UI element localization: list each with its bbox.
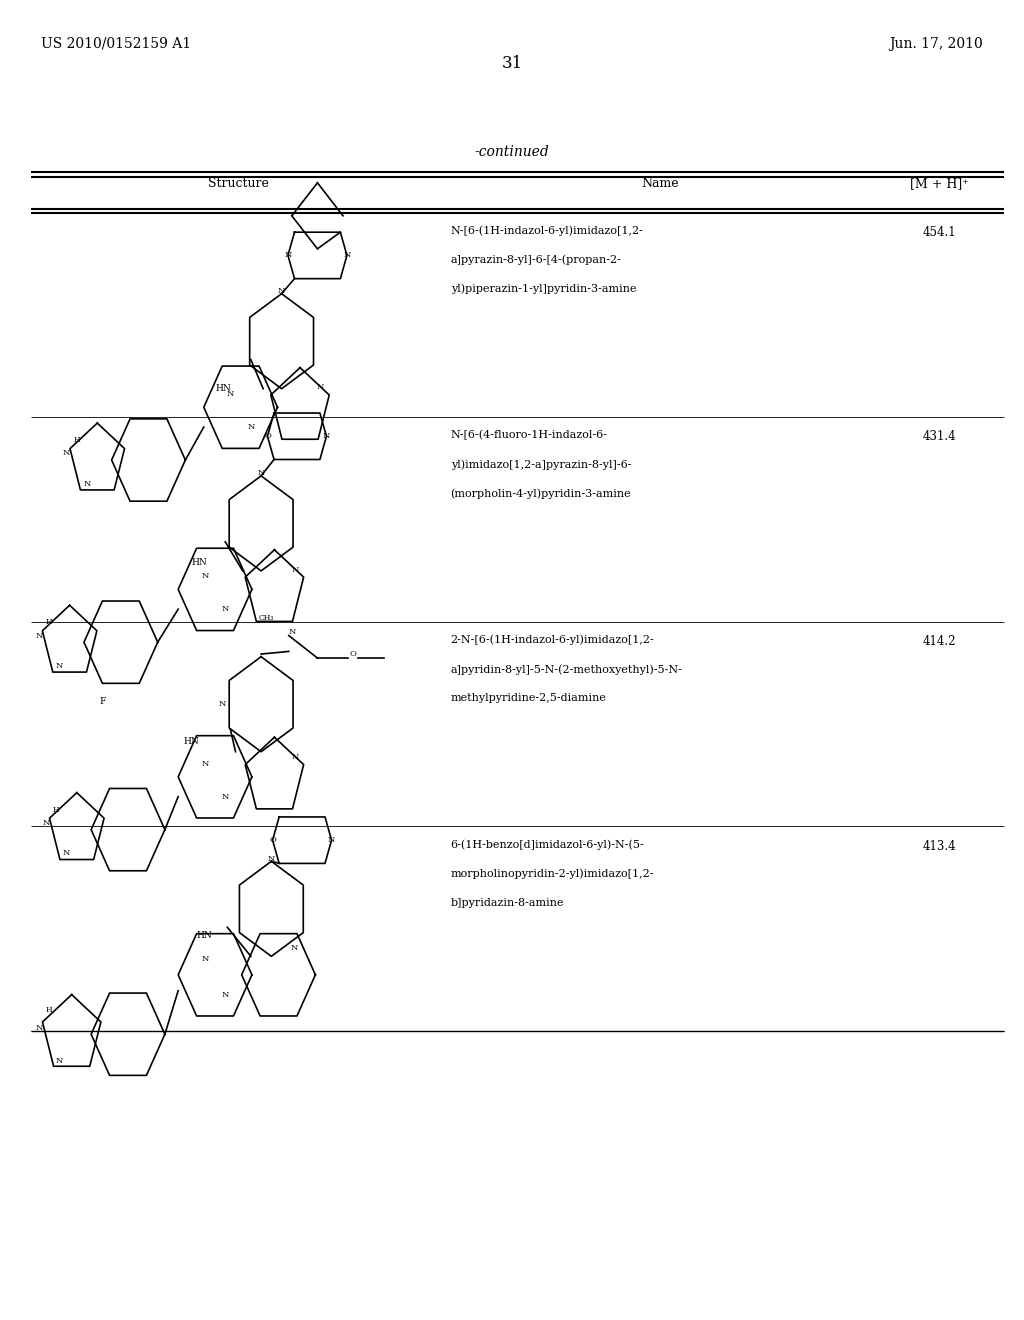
Text: 414.2: 414.2 bbox=[923, 635, 956, 648]
Text: N: N bbox=[291, 565, 299, 574]
Text: a]pyridin-8-yl]-5-N-(2-methoxyethyl)-5-N-: a]pyridin-8-yl]-5-N-(2-methoxyethyl)-5-N… bbox=[451, 664, 682, 675]
Text: O: O bbox=[350, 649, 356, 659]
Text: 413.4: 413.4 bbox=[923, 840, 956, 853]
Text: N: N bbox=[83, 479, 91, 488]
Text: 454.1: 454.1 bbox=[923, 226, 956, 239]
Text: N-[6-(1H-indazol-6-yl)imidazo[1,2-: N-[6-(1H-indazol-6-yl)imidazo[1,2- bbox=[451, 226, 643, 236]
Text: N: N bbox=[55, 1056, 63, 1065]
Text: yl)piperazin-1-yl]pyridin-3-amine: yl)piperazin-1-yl]pyridin-3-amine bbox=[451, 284, 636, 294]
Text: N: N bbox=[221, 792, 229, 801]
Text: 2-N-[6-(1H-indazol-6-yl)imidazo[1,2-: 2-N-[6-(1H-indazol-6-yl)imidazo[1,2- bbox=[451, 635, 654, 645]
Text: N: N bbox=[201, 954, 209, 964]
Text: Name: Name bbox=[642, 177, 679, 190]
Text: N: N bbox=[323, 432, 330, 441]
Text: N: N bbox=[257, 469, 265, 478]
Text: N: N bbox=[288, 627, 296, 636]
Text: methylpyridine-2,5-diamine: methylpyridine-2,5-diamine bbox=[451, 693, 606, 704]
Text: N: N bbox=[267, 854, 275, 863]
Text: N-[6-(4-fluoro-1H-indazol-6-: N-[6-(4-fluoro-1H-indazol-6- bbox=[451, 430, 607, 441]
Text: N: N bbox=[35, 1023, 43, 1032]
Text: 431.4: 431.4 bbox=[923, 430, 956, 444]
Text: N: N bbox=[291, 752, 299, 762]
Text: HN: HN bbox=[183, 737, 200, 746]
Text: HN: HN bbox=[191, 558, 208, 568]
Text: O: O bbox=[269, 836, 276, 845]
Text: H: H bbox=[46, 618, 52, 627]
Text: N: N bbox=[290, 944, 298, 953]
Text: F: F bbox=[99, 697, 105, 706]
Text: Jun. 17, 2010: Jun. 17, 2010 bbox=[889, 37, 983, 51]
Text: N: N bbox=[226, 389, 234, 399]
Text: N: N bbox=[35, 631, 43, 640]
Text: b]pyridazin-8-amine: b]pyridazin-8-amine bbox=[451, 898, 564, 908]
Text: [M + H]⁺: [M + H]⁺ bbox=[910, 177, 969, 190]
Text: N: N bbox=[316, 383, 325, 392]
Text: 6-(1H-benzo[d]imidazol-6-yl)-N-(5-: 6-(1H-benzo[d]imidazol-6-yl)-N-(5- bbox=[451, 840, 644, 850]
Text: N: N bbox=[343, 251, 350, 260]
Text: H: H bbox=[74, 436, 80, 445]
Text: N: N bbox=[218, 700, 226, 709]
Text: N: N bbox=[285, 251, 292, 260]
Text: N: N bbox=[278, 286, 286, 296]
Text: HN: HN bbox=[215, 384, 231, 393]
Text: CH₃: CH₃ bbox=[258, 614, 274, 623]
Text: H: H bbox=[53, 805, 59, 814]
Text: -continued: -continued bbox=[475, 145, 549, 160]
Text: HN: HN bbox=[197, 931, 213, 940]
Text: (morpholin-4-yl)pyridin-3-amine: (morpholin-4-yl)pyridin-3-amine bbox=[451, 488, 631, 499]
Text: Structure: Structure bbox=[208, 177, 268, 190]
Text: morpholinopyridin-2-yl)imidazo[1,2-: morpholinopyridin-2-yl)imidazo[1,2- bbox=[451, 869, 654, 879]
Text: N: N bbox=[201, 572, 209, 581]
Text: N: N bbox=[201, 759, 209, 768]
Text: N: N bbox=[42, 818, 50, 828]
Text: N: N bbox=[62, 449, 71, 458]
Text: O: O bbox=[264, 432, 271, 441]
Text: N: N bbox=[62, 849, 71, 858]
Text: N: N bbox=[247, 422, 255, 432]
Text: a]pyrazin-8-yl]-6-[4-(propan-2-: a]pyrazin-8-yl]-6-[4-(propan-2- bbox=[451, 255, 622, 265]
Text: US 2010/0152159 A1: US 2010/0152159 A1 bbox=[41, 37, 191, 51]
Text: N: N bbox=[328, 836, 335, 845]
Text: N: N bbox=[221, 605, 229, 614]
Text: N: N bbox=[221, 990, 229, 999]
Text: 31: 31 bbox=[502, 55, 522, 73]
Text: H: H bbox=[46, 1006, 52, 1015]
Text: yl)imidazo[1,2-a]pyrazin-8-yl]-6-: yl)imidazo[1,2-a]pyrazin-8-yl]-6- bbox=[451, 459, 631, 470]
Text: N: N bbox=[55, 661, 63, 671]
